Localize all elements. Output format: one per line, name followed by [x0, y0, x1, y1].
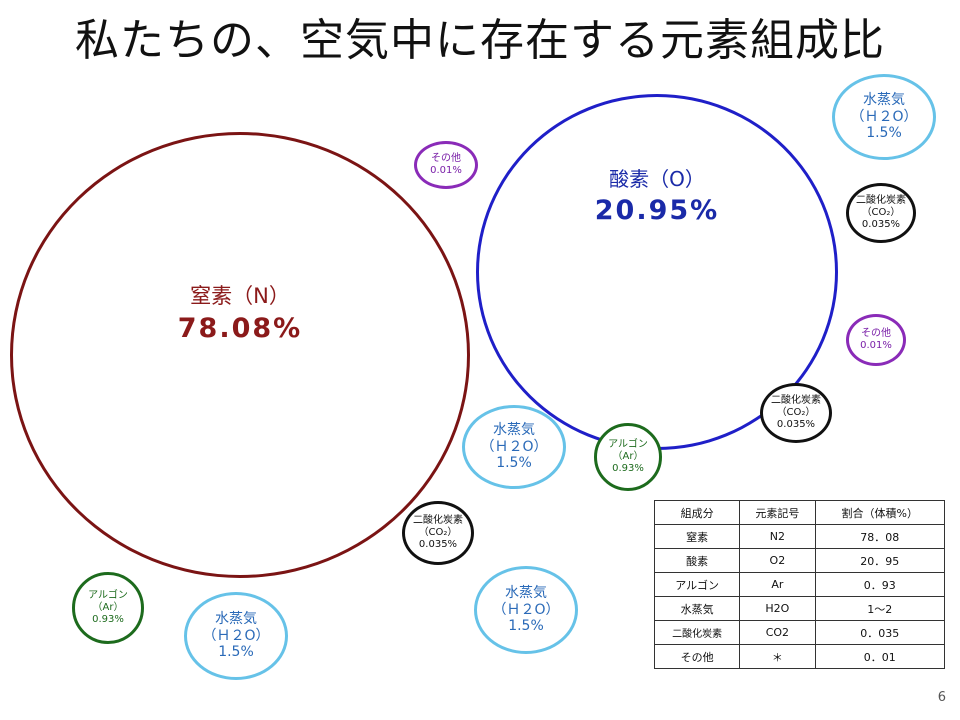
- argon-formula: （Ar）: [92, 602, 124, 613]
- composition-table: 組成分 元素記号 割合（体積%） 窒素 N2 78．08 酸素 O2 20．95…: [653, 500, 945, 669]
- other-value: 0.01%: [860, 340, 892, 351]
- argon-circle: アルゴン （Ar） 0.93%: [594, 423, 662, 491]
- co2-value: 0.035%: [418, 539, 458, 550]
- other-label: その他: [431, 153, 461, 164]
- water-vapor-formula: （Ｈ２O）: [202, 627, 270, 644]
- argon-value: 0.93%: [612, 463, 644, 474]
- other-value: 0.01%: [430, 165, 462, 176]
- water-vapor-label: 水蒸気: [493, 421, 535, 438]
- co2-circle: 二酸化炭素 （CO₂） 0.035%: [760, 383, 832, 443]
- water-vapor-value: 1.5%: [866, 125, 902, 142]
- other-circle: その他 0.01%: [414, 141, 478, 189]
- table-cell: アルゴン: [653, 572, 741, 597]
- co2-formula: （CO₂）: [418, 527, 458, 538]
- table-header-cell: 割合（体積%）: [814, 500, 945, 525]
- nitrogen-circle: 窒素（N） 78.08%: [10, 132, 470, 578]
- argon-formula: （Ar）: [612, 451, 644, 462]
- co2-value: 0.035%: [776, 419, 816, 430]
- table-cell: 1～2: [814, 596, 945, 621]
- co2-label: 二酸化炭素: [771, 395, 821, 406]
- nitrogen-label: 窒素（N）: [190, 284, 290, 309]
- table-cell: O2: [739, 548, 816, 573]
- table-cell: H2O: [739, 596, 816, 621]
- table-row: その他 ＊ 0．01: [653, 644, 945, 669]
- co2-label: 二酸化炭素: [856, 195, 906, 206]
- table-cell: 二酸化炭素: [653, 620, 741, 645]
- table-cell: N2: [739, 524, 816, 549]
- argon-circle: アルゴン （Ar） 0.93%: [72, 572, 144, 644]
- water-vapor-value: 1.5%: [496, 455, 532, 472]
- table-cell: 酸素: [653, 548, 741, 573]
- table-row: 酸素 O2 20．95: [653, 548, 945, 573]
- water-vapor-circle: 水蒸気 （Ｈ２O） 1.5%: [474, 566, 578, 654]
- co2-value: 0.035%: [861, 219, 901, 230]
- co2-circle: 二酸化炭素 （CO₂） 0.035%: [846, 183, 916, 243]
- table-cell: 0．93: [814, 572, 945, 597]
- table-row: 二酸化炭素 CO2 0．035: [653, 620, 945, 645]
- water-vapor-value: 1.5%: [508, 618, 544, 635]
- co2-label: 二酸化炭素: [413, 515, 463, 526]
- table-header-cell: 元素記号: [739, 500, 816, 525]
- water-vapor-label: 水蒸気: [215, 610, 257, 627]
- water-vapor-value: 1.5%: [218, 644, 254, 661]
- table-cell: 水蒸気: [653, 596, 741, 621]
- table-row: 水蒸気 H2O 1～2: [653, 596, 945, 621]
- other-circle: その他 0.01%: [846, 314, 906, 366]
- water-vapor-circle: 水蒸気 （Ｈ２O） 1.5%: [184, 592, 288, 680]
- co2-circle: 二酸化炭素 （CO₂） 0.035%: [402, 501, 474, 565]
- other-label: その他: [861, 328, 891, 339]
- table-cell: 78．08: [814, 524, 945, 549]
- table-cell: 0．035: [814, 620, 945, 645]
- water-vapor-circle: 水蒸気 （Ｈ２O） 1.5%: [462, 405, 566, 489]
- table-row: アルゴン Ar 0．93: [653, 572, 945, 597]
- water-vapor-label: 水蒸気: [863, 91, 905, 108]
- water-vapor-formula: （Ｈ２O）: [480, 438, 548, 455]
- nitrogen-value: 78.08%: [177, 313, 303, 345]
- water-vapor-label: 水蒸気: [505, 584, 547, 601]
- argon-label: アルゴン: [608, 439, 648, 450]
- table-cell: 窒素: [653, 524, 741, 549]
- table-cell: ＊: [739, 644, 816, 669]
- page-title: 私たちの、空気中に存在する元素組成比: [75, 15, 885, 66]
- table-row: 窒素 N2 78．08: [653, 524, 945, 549]
- table-header-cell: 組成分: [653, 500, 741, 525]
- oxygen-label: 酸素（O）: [609, 166, 705, 191]
- oxygen-value: 20.95%: [594, 194, 720, 226]
- co2-formula: （CO₂）: [776, 407, 816, 418]
- co2-formula: （CO₂）: [861, 207, 901, 218]
- table-header-row: 組成分 元素記号 割合（体積%）: [653, 500, 945, 525]
- water-vapor-formula: （Ｈ２O）: [850, 108, 918, 125]
- table-cell: 0．01: [814, 644, 945, 669]
- argon-label: アルゴン: [88, 590, 128, 601]
- oxygen-circle: 酸素（O） 20.95%: [476, 94, 838, 450]
- table-cell: 20．95: [814, 548, 945, 573]
- page-number: 6: [937, 690, 946, 705]
- table-cell: CO2: [739, 620, 816, 645]
- water-vapor-formula: （Ｈ２O）: [492, 601, 560, 618]
- table-cell: その他: [653, 644, 741, 669]
- table-cell: Ar: [739, 572, 816, 597]
- argon-value: 0.93%: [92, 614, 124, 625]
- water-vapor-circle: 水蒸気 （Ｈ２O） 1.5%: [832, 74, 936, 160]
